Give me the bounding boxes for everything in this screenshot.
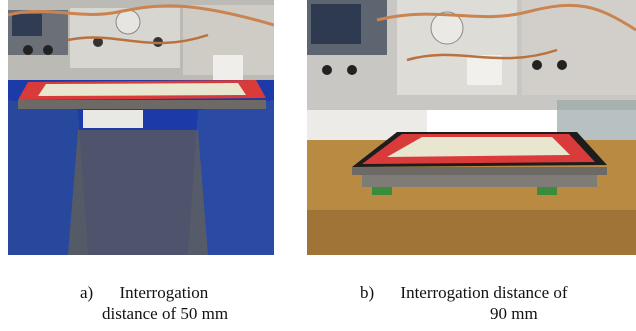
caption-b-text1: Interrogation distance of: [400, 283, 568, 302]
caption-b-line2: 90 mm: [490, 304, 538, 323]
caption-a-line1: a) Interrogation: [80, 283, 208, 302]
caption-b-line1: b) Interrogation distance of: [360, 283, 568, 302]
caption-a-number: a): [80, 283, 94, 302]
photo-b-illustration: [307, 0, 636, 255]
photo-interrogation-90mm: [307, 0, 636, 255]
caption-b-number: b): [360, 283, 375, 302]
caption-a-text1: Interrogation: [119, 283, 209, 302]
photo-a-illustration: [8, 0, 274, 255]
caption-a-line2: distance of 50 mm: [102, 304, 229, 323]
photo-interrogation-50mm: [8, 0, 274, 255]
